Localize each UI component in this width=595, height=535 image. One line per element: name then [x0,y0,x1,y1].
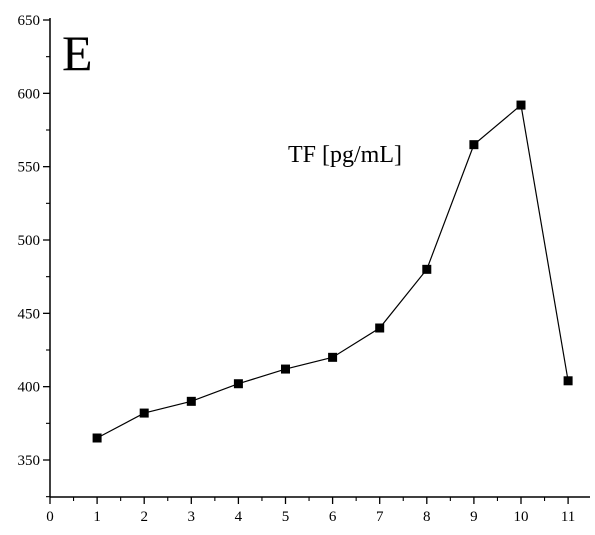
y-tick-label: 550 [18,160,41,176]
x-tick-label: 8 [423,509,431,525]
data-point [422,264,432,274]
y-tick-label: 600 [18,86,41,102]
data-point [233,379,243,389]
tick-marks [43,19,569,504]
tick-labels: 0 1 2 3 4 5 6 7 8 9 10 11 350 400 450 500 550 600 650 [18,13,576,525]
x-tick-label: 7 [376,509,384,525]
x-tick-label: 6 [329,509,337,525]
x-tick-label: 11 [561,509,575,525]
data-point [516,100,526,110]
x-tick-label: 10 [514,509,529,525]
x-tick-label: 9 [470,509,478,525]
data-point [563,376,573,386]
x-tick-label: 4 [235,509,243,525]
y-tick-label: 450 [18,306,41,322]
x-tick-label: 2 [140,509,148,525]
axes [49,18,590,498]
panel-label: E [62,25,93,81]
chart-annotation: TF [pg/mL] [288,142,402,168]
y-tick-label: 400 [18,380,41,396]
y-tick-label: 350 [18,453,41,469]
data-point [139,408,149,418]
data-point [469,140,479,150]
data-point [281,364,290,374]
x-tick-label: 1 [93,509,101,525]
x-tick-label: 5 [282,509,290,525]
x-tick-label: 0 [46,509,54,525]
data-point [92,433,102,443]
data-point [186,396,196,406]
y-tick-label: 500 [18,233,41,249]
x-tick-label: 3 [188,509,196,525]
data-point [375,323,385,333]
data-point [328,352,338,362]
y-tick-label: 650 [18,13,41,29]
series [92,100,573,443]
